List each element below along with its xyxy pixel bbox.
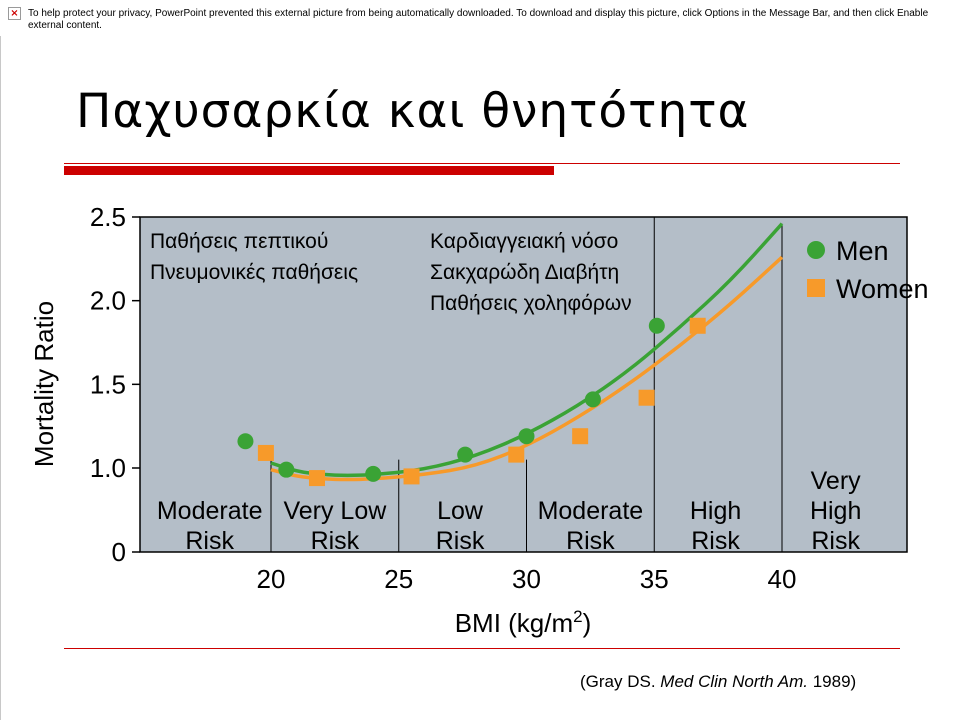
x-axis-label: BMI (kg/m2) [455, 607, 592, 638]
data-point-women [308, 470, 325, 487]
x-tick-label: 35 [640, 564, 669, 594]
risk-zone-label: Very Low [283, 497, 387, 525]
risk-zone-label: Risk [691, 527, 740, 555]
risk-zone-label: High [690, 497, 741, 525]
legend-label-women: Women [836, 274, 929, 304]
risk-zone-label: Risk [566, 527, 615, 555]
annotation-text: Πνευμονικές παθήσεις [150, 261, 358, 284]
y-axis-label: Mortality Ratio [29, 301, 59, 467]
slide-title: Παχυσαρκία και θνητότητα [76, 84, 750, 139]
citation: (Gray DS. Med Clin North Am. 1989) [580, 672, 856, 692]
legend-label-men: Men [836, 236, 889, 266]
data-point-men [278, 461, 295, 478]
y-tick-label: 1.5 [90, 369, 126, 399]
data-point-men [457, 446, 474, 463]
data-point-women [403, 468, 420, 485]
x-tick-label: 25 [384, 564, 413, 594]
risk-zone-label: Risk [811, 527, 860, 555]
blocked-picture-notice: × To help protect your privacy, PowerPoi… [0, 0, 960, 36]
legend-marker-women [807, 279, 825, 297]
citation-close: 1989) [807, 672, 857, 691]
x-tick-label: 30 [512, 564, 541, 594]
risk-zone-label: Moderate [157, 497, 263, 525]
data-point-women [689, 317, 706, 334]
citation-journal: Med Clin North Am. [660, 672, 808, 691]
data-point-men [365, 465, 382, 482]
risk-zone-label: Low [437, 497, 484, 525]
title-accent-bar [64, 166, 554, 175]
y-tick-label: 2.5 [90, 202, 126, 232]
citation-open: (Gray DS. [580, 672, 661, 691]
data-point-women [638, 389, 655, 406]
annotation-text: Καρδιαγγειακή νόσο [430, 230, 618, 253]
data-point-men [648, 317, 665, 334]
annotation-text: Παθήσεις χοληφόρων [430, 292, 632, 315]
broken-image-icon: × [8, 7, 21, 20]
risk-zone-label: Risk [185, 527, 234, 555]
y-tick-label: 1.0 [90, 453, 126, 483]
legend-marker-men [807, 241, 825, 259]
footer-rule [64, 648, 900, 649]
slide-left-edge [0, 36, 1, 720]
data-point-men [237, 433, 254, 450]
y-tick-label: 0 [112, 537, 126, 567]
data-point-women [508, 446, 525, 463]
x-tick-label: 20 [257, 564, 286, 594]
x-tick-label: 40 [768, 564, 797, 594]
annotation-text: Παθήσεις πεπτικού [150, 230, 328, 253]
notice-text: To help protect your privacy, PowerPoint… [28, 8, 929, 31]
annotation-text: Σακχαρώδη Διαβήτη [430, 261, 619, 284]
risk-zone-label: Very [811, 467, 862, 495]
risk-zone-label: Moderate [538, 497, 644, 525]
risk-zone-label: Risk [436, 527, 485, 555]
data-point-women [257, 444, 274, 461]
risk-zone-label: Risk [311, 527, 360, 555]
title-underline-rule [64, 163, 900, 164]
risk-zone-label: High [810, 497, 861, 525]
y-tick-label: 2.0 [90, 286, 126, 316]
data-point-men [518, 428, 535, 445]
data-point-men [584, 391, 601, 408]
data-point-women [572, 428, 589, 445]
